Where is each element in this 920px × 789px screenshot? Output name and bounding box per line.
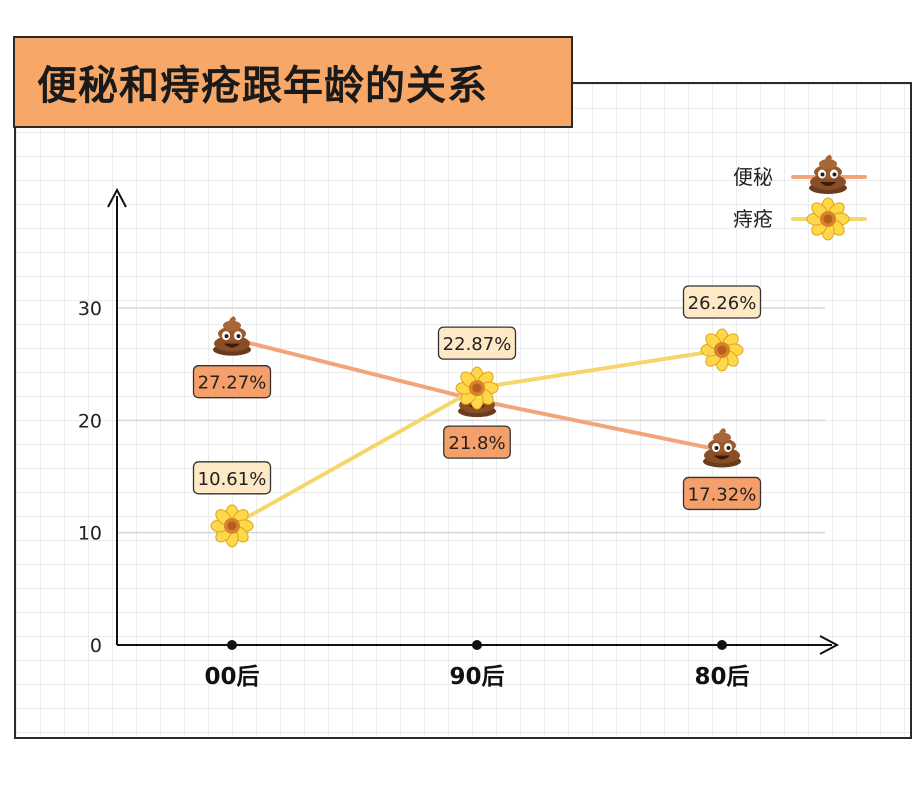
chart-title-box: 便秘和痔疮跟年龄的关系 bbox=[13, 36, 573, 128]
x-tick-label: 90后 bbox=[449, 664, 504, 690]
x-tick-label: 00后 bbox=[204, 664, 259, 690]
data-label-box bbox=[192, 461, 272, 495]
data-label: 17.32% bbox=[682, 476, 762, 511]
flower-icon bbox=[455, 366, 499, 410]
data-label: 22.87% bbox=[437, 326, 517, 360]
y-tick-label: 30 bbox=[78, 298, 102, 320]
flower-icon bbox=[700, 328, 744, 372]
data-label: 26.26% bbox=[682, 285, 762, 319]
data-label-box bbox=[682, 285, 762, 319]
x-tick-label: 80后 bbox=[694, 664, 749, 690]
x-tick-dot bbox=[472, 640, 482, 650]
data-label-text: 26.26% bbox=[688, 293, 757, 314]
x-tick-dot bbox=[227, 640, 237, 650]
x-tick-dot bbox=[717, 640, 727, 650]
data-label-text: 17.32% bbox=[688, 484, 757, 505]
chart-title: 便秘和痔疮跟年龄的关系 bbox=[37, 63, 488, 109]
data-label: 27.27% bbox=[192, 365, 272, 399]
data-label-box bbox=[682, 476, 762, 511]
data-label-text: 21.8% bbox=[448, 433, 505, 454]
data-label-box bbox=[437, 326, 517, 360]
data-label: 21.8% bbox=[443, 425, 511, 459]
flower-icon bbox=[210, 504, 254, 548]
data-label-text: 10.61% bbox=[198, 469, 267, 490]
poop-icon bbox=[213, 316, 251, 356]
legend-poop-icon bbox=[809, 154, 847, 194]
legend-label: 便秘 bbox=[733, 165, 773, 189]
y-axis-arrow bbox=[107, 187, 127, 208]
data-label-text: 22.87% bbox=[443, 334, 512, 355]
data-label-box bbox=[443, 425, 511, 459]
y-tick-label: 20 bbox=[78, 410, 102, 432]
data-label-text: 27.27% bbox=[198, 373, 267, 394]
x-axis-arrow bbox=[819, 635, 840, 655]
legend-label: 痔疮 bbox=[733, 207, 773, 231]
legend-flower-icon bbox=[806, 197, 850, 241]
y-tick-label: 0 bbox=[90, 635, 102, 657]
data-label-box bbox=[192, 365, 272, 399]
y-tick-label: 10 bbox=[78, 523, 102, 545]
data-label: 10.61% bbox=[192, 461, 272, 495]
